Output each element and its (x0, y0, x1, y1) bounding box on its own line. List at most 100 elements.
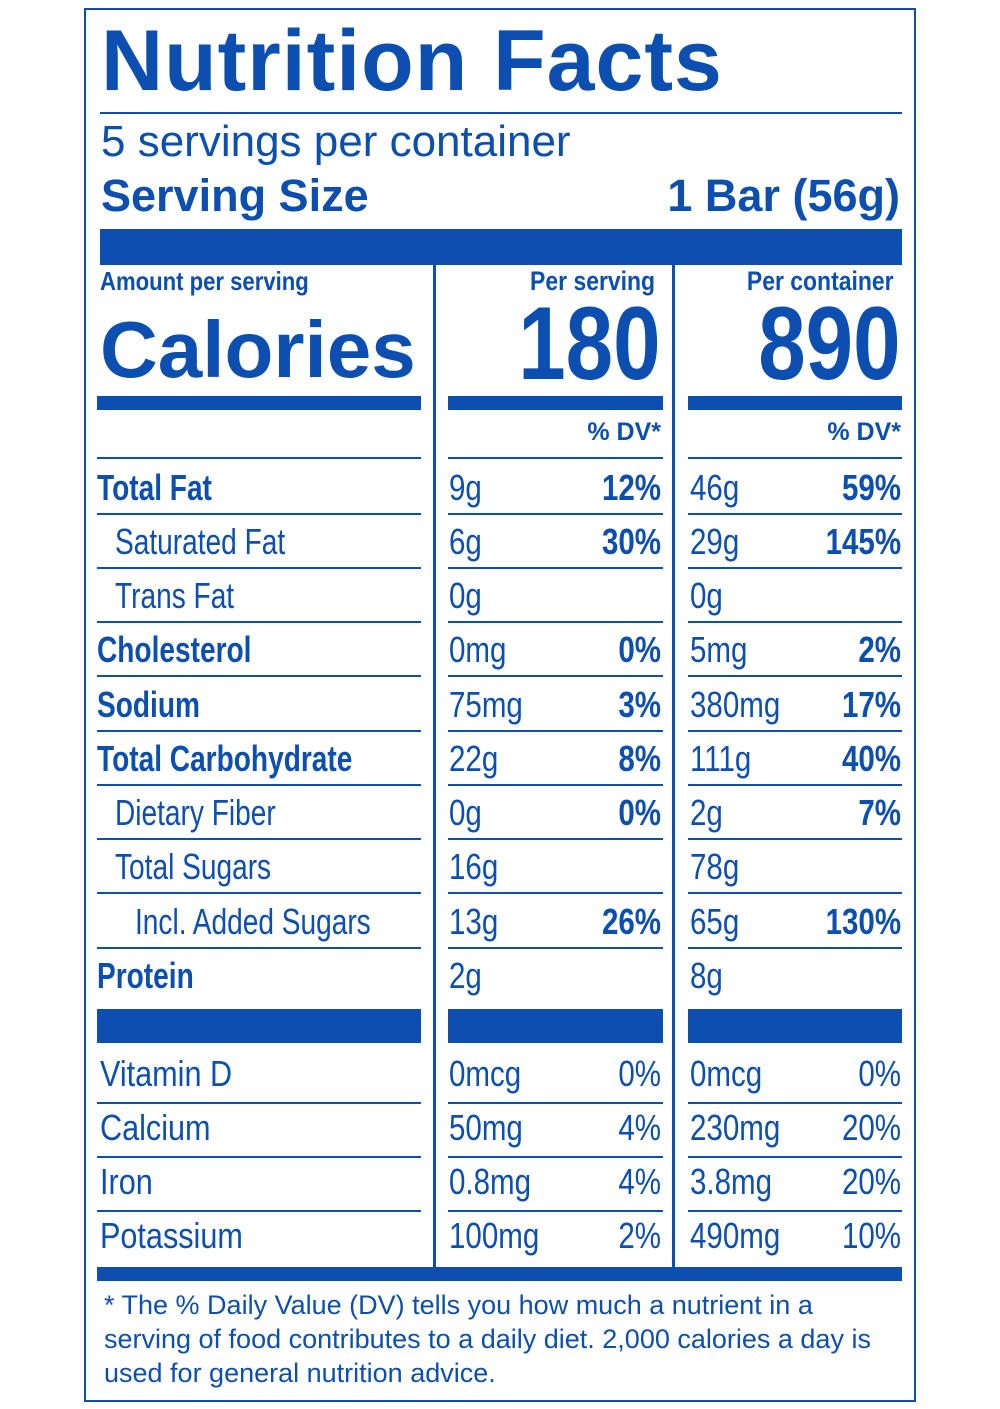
nutrient-container-amount: 65g (690, 901, 740, 942)
per-serving-header: Per serving (529, 266, 655, 296)
vitamin-serving-dv: 4% (618, 1107, 661, 1148)
row-divider (448, 1210, 663, 1212)
nutrient-serving-amount: 2g (449, 955, 482, 996)
vitamin-container-dv: 0% (858, 1053, 901, 1094)
nutrient-container-dv: 130% (825, 901, 901, 942)
nutrient-container-dv: 40% (841, 738, 901, 779)
nutrient-serving-amount: 0mg (449, 629, 507, 670)
calories-rule-name (97, 396, 421, 410)
nutrient-serving-dv: 3% (618, 684, 661, 725)
nutrient-serving-dv: 0% (618, 629, 661, 670)
vitamin-serving-amount: 0.8mg (449, 1161, 532, 1202)
row-divider (97, 1102, 421, 1104)
calories-per-container: 890 (758, 286, 901, 402)
serving-size-value: 1 Bar (56g) (667, 170, 900, 221)
row-divider (448, 513, 663, 515)
nutrient-container-amount: 78g (690, 846, 740, 887)
vitamin-container-dv: 10% (841, 1215, 901, 1256)
nutrient-name: Total Sugars (115, 846, 272, 887)
nutrient-container-amount: 29g (690, 521, 740, 562)
row-divider (97, 784, 421, 786)
nutrient-name: Total Carbohydrate (97, 738, 353, 779)
nutrient-container-dv: 59% (841, 467, 901, 508)
nutrient-name: Protein (97, 955, 194, 996)
nutrient-container-amount: 8g (690, 955, 723, 996)
row-divider (97, 675, 421, 677)
nutrient-container-amount: 5mg (690, 629, 748, 670)
column-divider-2 (672, 265, 675, 1267)
nutrition-label-border (84, 8, 916, 1402)
nutrient-container-dv: 2% (858, 629, 901, 670)
row-divider (97, 567, 421, 569)
row-divider (688, 1102, 902, 1104)
row-divider (448, 730, 663, 732)
vitamin-serving-dv: 0% (618, 1053, 661, 1094)
vitamin-container-amount: 3.8mg (690, 1161, 773, 1202)
row-divider (97, 1156, 421, 1158)
nutrient-serving-amount: 9g (449, 467, 482, 508)
row-divider (448, 567, 663, 569)
row-divider (688, 892, 902, 894)
vitamins-bar-container (688, 1009, 902, 1043)
dv-header-container: % DV* (827, 418, 901, 446)
nutrient-serving-amount: 22g (449, 738, 499, 779)
row-divider (97, 892, 421, 894)
vitamin-serving-amount: 50mg (449, 1107, 523, 1148)
row-divider (448, 1102, 663, 1104)
nutrient-container-dv: 145% (825, 521, 901, 562)
row-divider (688, 1156, 902, 1158)
row-divider (97, 513, 421, 515)
row-divider (688, 457, 902, 459)
vitamin-serving-dv: 2% (618, 1215, 661, 1256)
nutrient-serving-dv: 30% (601, 521, 661, 562)
vitamin-container-dv: 20% (841, 1161, 901, 1202)
row-divider (688, 675, 902, 677)
nutrient-name: Incl. Added Sugars (135, 901, 371, 942)
vitamin-serving-amount: 0mcg (449, 1053, 522, 1094)
row-divider (448, 947, 663, 949)
nutrient-name: Total Fat (97, 467, 212, 508)
row-divider (448, 675, 663, 677)
vitamin-container-amount: 490mg (690, 1215, 781, 1256)
row-divider (448, 784, 663, 786)
nutrient-serving-amount: 0g (449, 575, 482, 616)
vitamin-serving-dv: 4% (618, 1161, 661, 1202)
row-divider (688, 838, 902, 840)
nutrient-serving-amount: 75mg (449, 684, 523, 725)
row-divider (97, 947, 421, 949)
nutrient-name: Cholesterol (97, 629, 252, 670)
thick-divider (100, 229, 902, 265)
vitamin-name: Potassium (100, 1215, 243, 1256)
serving-size-label: Serving Size (101, 170, 369, 221)
row-divider (688, 567, 902, 569)
row-divider (97, 730, 421, 732)
calories-rule-container (688, 396, 902, 410)
row-divider (688, 730, 902, 732)
nutrient-container-amount: 111g (690, 738, 752, 779)
row-divider (97, 457, 421, 459)
row-divider (97, 621, 421, 623)
row-divider (448, 621, 663, 623)
nutrient-serving-amount: 0g (449, 792, 482, 833)
nutrient-container-amount: 0g (690, 575, 723, 616)
nutrient-name: Saturated Fat (115, 521, 286, 562)
row-divider (97, 1210, 421, 1212)
per-container-header: Per container (747, 266, 894, 296)
footnote-divider (97, 1267, 902, 1281)
row-divider (688, 947, 902, 949)
amount-per-serving-label: Amount per serving (100, 266, 309, 296)
nutrient-name: Dietary Fiber (115, 792, 276, 833)
row-divider (688, 784, 902, 786)
divider (100, 112, 902, 114)
column-divider-1 (433, 265, 436, 1267)
nutrient-container-amount: 380mg (690, 684, 781, 725)
nutrient-name: Trans Fat (115, 575, 235, 616)
nutrient-name: Sodium (97, 684, 200, 725)
vitamins-bar-name (97, 1009, 421, 1043)
dv-header-serving: % DV* (587, 418, 661, 446)
row-divider (448, 892, 663, 894)
vitamin-container-amount: 230mg (690, 1107, 781, 1148)
row-divider (688, 621, 902, 623)
vitamin-container-dv: 20% (841, 1107, 901, 1148)
vitamin-name: Iron (100, 1161, 153, 1202)
